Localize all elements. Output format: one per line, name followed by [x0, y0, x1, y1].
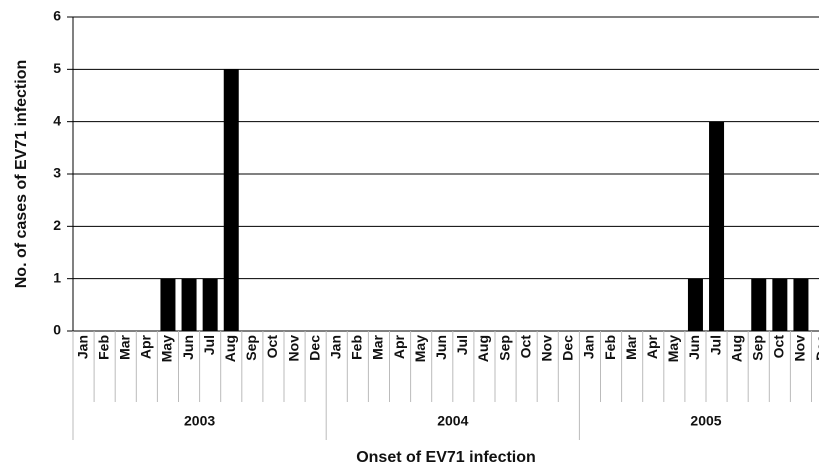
x-tick-label: Nov: [792, 335, 808, 362]
x-tick-label: Jul: [454, 335, 470, 355]
bar: [181, 278, 197, 331]
y-tick-label: 0: [53, 322, 61, 338]
x-tick-label: Apr: [138, 334, 154, 359]
x-tick-label: Dec: [306, 335, 322, 361]
y-tick-label: 6: [53, 8, 61, 24]
bar: [202, 278, 218, 331]
x-tick-label: Oct: [517, 335, 533, 359]
x-tick-label: Aug: [475, 335, 491, 362]
x-tick-label: Oct: [771, 335, 787, 359]
x-tick-label: May: [665, 335, 681, 362]
y-axis-title: No. of cases of EV71 infection: [13, 60, 30, 289]
x-tick-label: Jan: [327, 335, 343, 359]
x-tick-label: Feb: [602, 335, 618, 360]
x-tick-label: Jul: [707, 335, 723, 355]
x-tick-label: Jun: [686, 335, 702, 360]
x-tick-label: Sep: [749, 335, 765, 361]
x-tick-label: Oct: [264, 335, 280, 359]
x-tick-label: Sep: [496, 335, 512, 361]
x-tick-label: Aug: [728, 335, 744, 362]
x-tick-label: May: [412, 335, 428, 362]
x-tick-label: Dec: [560, 335, 576, 361]
x-tick-label: Dec: [813, 335, 819, 361]
x-tick-label: Mar: [116, 334, 132, 359]
bar: [687, 278, 703, 331]
x-tick-label: Feb: [349, 335, 365, 360]
x-tick-label: May: [159, 335, 175, 362]
group-label: 2005: [690, 413, 721, 429]
x-tick-label: Mar: [623, 334, 639, 359]
y-tick-label: 1: [53, 269, 61, 285]
y-tick-label: 4: [53, 112, 61, 128]
bar: [751, 278, 767, 331]
x-tick-label: Nov: [538, 335, 554, 362]
x-tick-label: Nov: [285, 335, 301, 362]
group-label: 2004: [437, 413, 468, 429]
bar: [793, 278, 809, 331]
bar: [772, 278, 788, 331]
y-tick-label: 5: [53, 60, 61, 76]
x-axis-title: Onset of EV71 infection: [356, 449, 536, 466]
x-tick-label: Sep: [243, 335, 259, 361]
y-tick-label: 2: [53, 217, 61, 233]
x-tick-label: Jan: [581, 335, 597, 359]
bar: [223, 69, 239, 331]
bar: [709, 121, 725, 332]
y-tick-label: 3: [53, 165, 61, 181]
x-tick-label: Apr: [391, 334, 407, 359]
x-tick-label: Aug: [222, 335, 238, 362]
group-label: 2003: [184, 413, 215, 429]
x-tick-label: Feb: [95, 335, 111, 360]
x-tick-label: Jun: [433, 335, 449, 360]
bar: [160, 278, 176, 331]
x-tick-label: Mar: [370, 334, 386, 359]
x-tick-label: Jan: [74, 335, 90, 359]
x-tick-label: Jul: [201, 335, 217, 355]
x-tick-label: Jun: [180, 335, 196, 360]
x-tick-label: Apr: [644, 334, 660, 359]
